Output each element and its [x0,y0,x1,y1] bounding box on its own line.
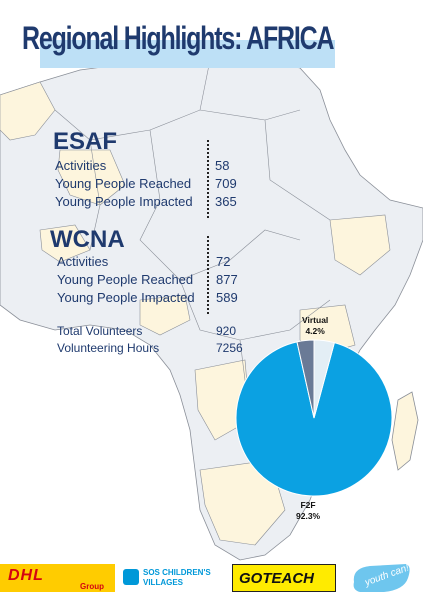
sos-line2: VILLAGES [143,578,184,587]
volunteering-hours-label: Volunteering Hours [57,341,160,355]
wcna-impacted-label: Young People Impacted [57,290,195,305]
esaf-heading: ESAF [53,128,118,155]
esaf-impacted-value: 365 [215,194,237,209]
wcna-activities-value: 72 [216,254,231,269]
pie-slice-f2f [235,341,393,497]
wcna-divider [207,236,209,314]
map-highlight-coast [39,224,91,263]
total-volunteers-label: Total Volunteers [57,324,143,338]
wcna-reached-value: 877 [216,272,238,287]
esaf-impacted-label: Young People Impacted [55,194,193,209]
wcna-reached-label: Young People Reached [57,272,194,287]
page-title: Regional Highlights: AFRICA [22,20,335,56]
dhl-logo: DHL Group [0,564,115,592]
map-highlight-east [329,214,391,276]
wcna-impacted-value: 589 [216,290,238,305]
youthcan-shape [353,564,410,592]
esaf-reached-value: 709 [215,176,237,191]
sos-line1: SOS CHILDREN'S [143,568,211,577]
pie-slice-virtual [313,339,335,419]
goteach-logo: GOTEACH [232,564,336,592]
youthcan-logo [353,564,410,592]
sos-text: SOS CHILDREN'S VILLAGES [143,568,211,588]
dhl-wordmark: DHL [8,567,44,584]
pie-label-virtual: Virtual 4.2% [302,315,328,337]
esaf-divider [207,140,209,218]
wcna-activities-label: Activities [57,254,109,269]
pie-label-f2f: F2F 92.3% [296,500,320,522]
sos-logo: SOS CHILDREN'S VILLAGES [123,566,223,590]
madagascar [391,391,419,471]
partner-logos: DHL Group SOS CHILDREN'S VILLAGES GOTEAC… [0,556,423,598]
pie-label-f2f-value: 92.3% [296,511,321,521]
pie-label-f2f-name: F2F [300,500,316,510]
goteach-wordmark: GOTEACH [239,570,314,587]
map-highlight-central [139,294,191,336]
sos-children-icon [123,569,139,585]
wcna-heading: WCNA [50,226,125,253]
volunteering-hours-value: 7256 [216,341,243,355]
esaf-activities-value: 58 [215,158,230,173]
title-highlight [40,40,335,68]
pie-label-virtual-name: Virtual [302,315,329,325]
pie-label-virtual-value: 4.2% [305,326,325,336]
dhl-group-text: Group [80,582,104,591]
esaf-reached-label: Young People Reached [55,176,192,191]
total-volunteers-value: 920 [216,324,237,338]
esaf-activities-label: Activities [55,158,107,173]
pie-chart [235,339,393,497]
map-highlight-north-west [0,81,56,141]
